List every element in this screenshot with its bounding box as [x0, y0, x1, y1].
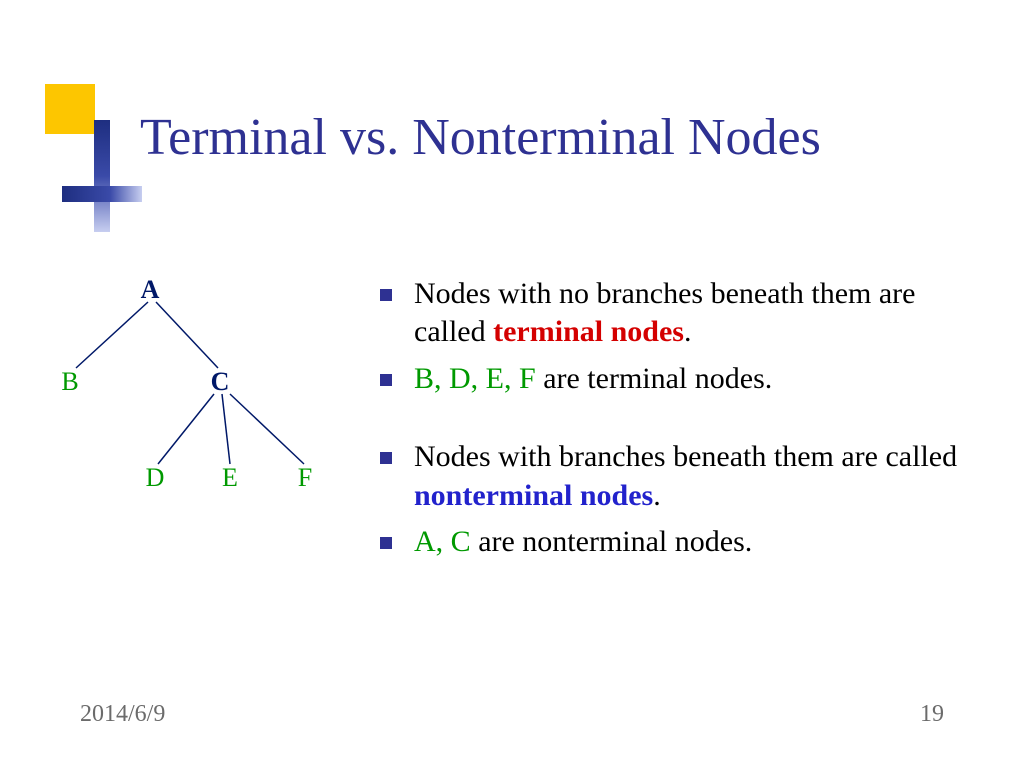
bullet-item: B, D, E, F are terminal nodes. [380, 360, 990, 398]
tree-edge [156, 302, 218, 368]
tree-edge [76, 302, 148, 368]
deco-blue-vertical-bar [94, 120, 110, 232]
bullet-item: A, C are nonterminal nodes. [380, 523, 990, 561]
bullet-item: Nodes with branches beneath them are cal… [380, 438, 990, 515]
bullet-gap [380, 406, 990, 438]
footer-page-number: 19 [920, 701, 944, 728]
slide-title: Terminal vs. Nonterminal Nodes [140, 108, 821, 167]
bullet-item: Nodes with no branches beneath them are … [380, 275, 990, 352]
bullet-text-plain: are nonterminal nodes. [478, 525, 752, 558]
tree-node-c: C [211, 367, 230, 397]
bullet-text: A, C are nonterminal nodes. [414, 523, 990, 561]
bullet-text-plain: . [653, 479, 661, 512]
bullet-text-green: B, D, E, F [414, 362, 543, 395]
bullet-text-plain: . [684, 315, 692, 348]
bullet-text-plain: Nodes with branches beneath them are cal… [414, 440, 957, 473]
tree-node-e: E [222, 463, 238, 493]
tree-node-d: D [146, 463, 165, 493]
bullet-text: Nodes with no branches beneath them are … [414, 275, 990, 352]
tree-node-a: A [141, 275, 160, 305]
bullet-text: B, D, E, F are terminal nodes. [414, 360, 990, 398]
tree-edge [230, 394, 304, 464]
bullet-list: Nodes with no branches beneath them are … [380, 275, 990, 569]
tree-node-f: F [298, 463, 312, 493]
bullet-square-icon [380, 537, 392, 549]
deco-yellow-square [45, 84, 95, 134]
bullet-square-icon [380, 289, 392, 301]
bullet-text-red-bold: terminal nodes [493, 315, 684, 348]
tree-edge [158, 394, 214, 464]
deco-blue-horizontal-bar [62, 186, 142, 202]
bullet-square-icon [380, 452, 392, 464]
slide: Terminal vs. Nonterminal Nodes A B C D E F No… [0, 0, 1024, 768]
bullet-text-blue-bold: nonterminal nodes [414, 479, 653, 512]
bullet-text: Nodes with branches beneath them are cal… [414, 438, 990, 515]
footer-date: 2014/6/9 [80, 701, 165, 728]
bullet-text-green: A, C [414, 525, 478, 558]
tree-diagram: A B C D E F [60, 270, 360, 520]
bullet-text-plain: are terminal nodes. [543, 362, 772, 395]
tree-node-b: B [61, 367, 78, 397]
bullet-square-icon [380, 374, 392, 386]
tree-edge [222, 394, 230, 464]
